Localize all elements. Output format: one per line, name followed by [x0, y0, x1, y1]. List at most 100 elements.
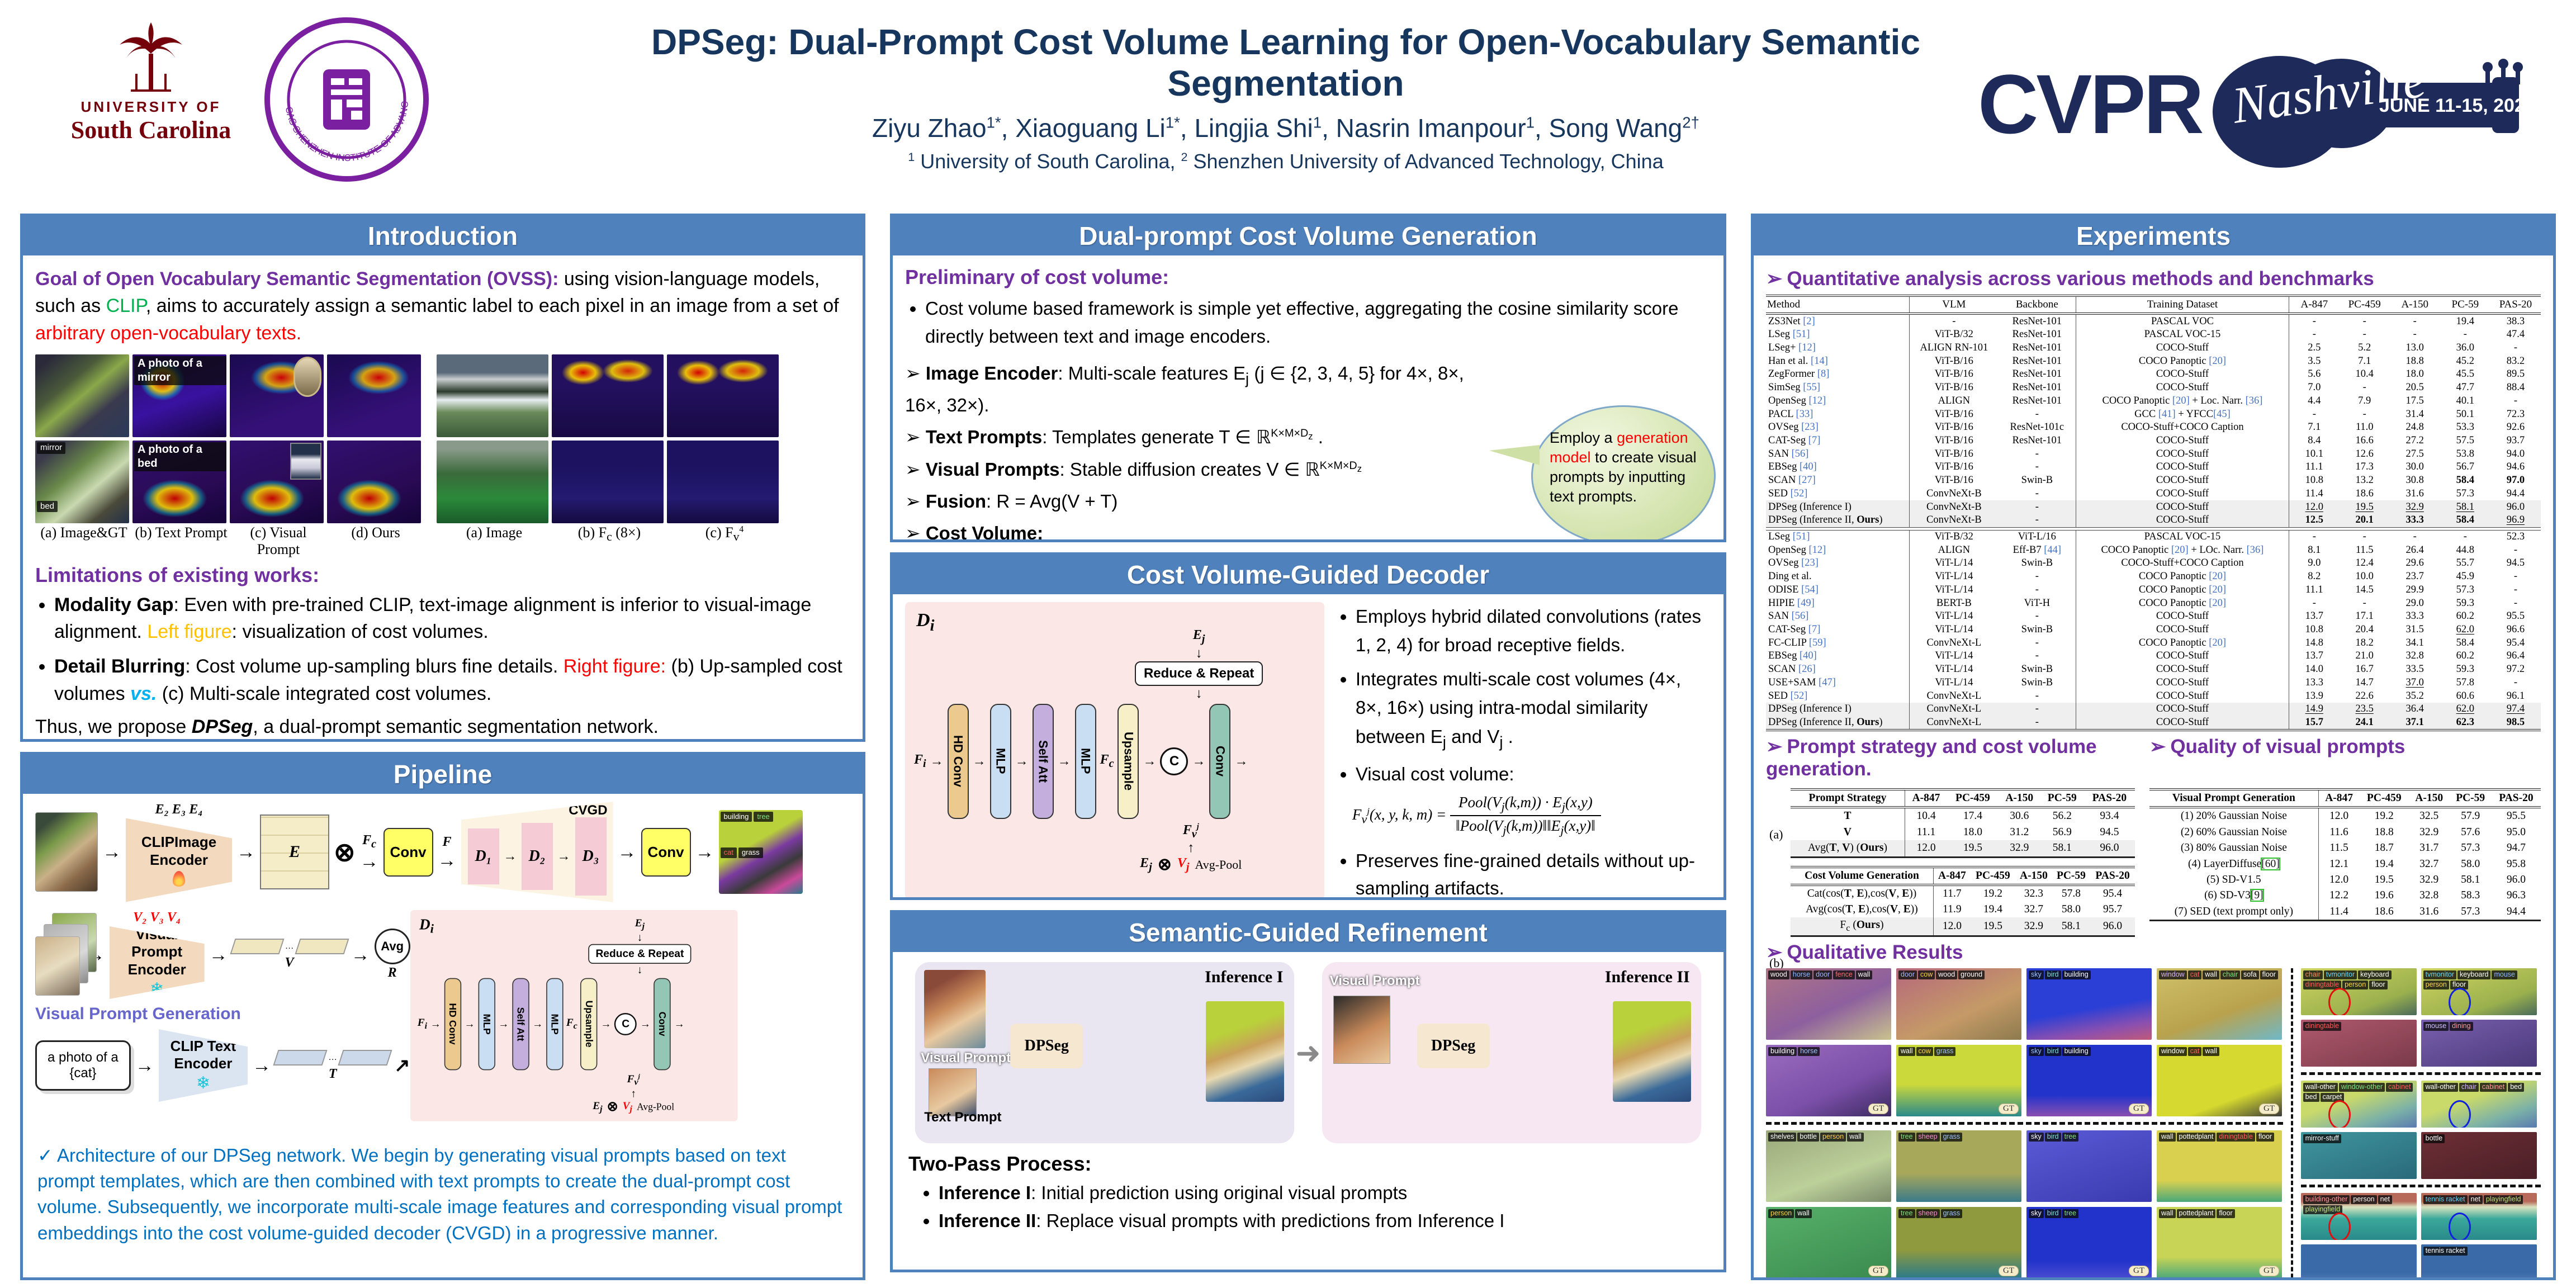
class-label-chip: playingfield	[2483, 1195, 2523, 1204]
class-label-chip: wall	[2203, 970, 2219, 979]
refinement-header: Semantic-Guided Refinement	[893, 913, 1723, 952]
table-row: ZS3Net [2] - ResNet-101 PASCAL VOC - - -19.4 38…	[1766, 314, 2541, 328]
class-label-chip: fence	[1833, 970, 1855, 979]
upsampled-cost-volume	[552, 354, 664, 437]
class-label-chip: grass	[1940, 1132, 1963, 1142]
section-dual-prompt: Dual-prompt Cost Volume Generation Preli…	[890, 214, 1726, 542]
cost-volume-label: Fc	[362, 833, 376, 850]
fusion-item: ➢ Fusion: R = Avg(V + T)	[905, 490, 1118, 512]
segmentation-tile: wall pottedplant floor GT	[2157, 1206, 2282, 1277]
decoder-d3: D₃	[575, 817, 607, 896]
conv-block: Conv	[641, 827, 691, 877]
limitation-detail-blurring: Detail Blurring: Cost volume up-sampling…	[54, 653, 850, 707]
experiments-header: Experiments	[1754, 216, 2553, 255]
table-row: DPSeg (Inference I) ConvNeXt-B - COCO-Stuff…	[1766, 500, 2541, 514]
class-label-chip: cabinet	[2386, 1082, 2413, 1092]
text-prompts-item: ➢ Text Prompts: Templates generate T ∈ ℝ…	[905, 427, 1323, 448]
class-label-chip: shelves	[1768, 1132, 1797, 1142]
class-label-chip: dining	[2450, 1021, 2473, 1031]
prompt-strategy-table: Prompt Strategy A-847 PC-459 A-150 PC-59 PAS-…	[1791, 788, 2135, 858]
class-label-chip: bird	[2044, 1209, 2061, 1218]
segmentation-tile: mirror-stuff	[2300, 1131, 2417, 1179]
table-row: SimSeg [55] ViT-B/16 ResNet-101 COCO-Stuff 7…	[1766, 381, 2541, 395]
segmentation-tile: tvmonitor keyboard mouse person floor	[2421, 968, 2537, 1015]
dpseg-box: DPSeg	[1010, 1024, 1083, 1068]
guitar-icon: Nashville JUNE 11-15, 2025	[2213, 50, 2526, 168]
gt-badge: GT	[2129, 1265, 2149, 1276]
decoder-bullets: Employs hybrid dilated convolutions (rat…	[1336, 602, 1711, 897]
title-block: DPSeg: Dual-Prompt Cost Volume Learning …	[643, 21, 1929, 173]
class-label-chip: ground	[1958, 970, 1985, 979]
class-label-chip: net	[2378, 1195, 2393, 1204]
class-label-chip: person	[1820, 1132, 1846, 1142]
pipeline-prompt-branch: → V₂ V₃ V₄ Visual Prompt Encoder❄ → …V →…	[35, 910, 410, 1174]
generation-model-callout: Employ a generation model to create visu…	[1489, 405, 1716, 539]
hd-conv-pill: HD Conv	[444, 978, 461, 1071]
inference-2-result	[1612, 1001, 1691, 1102]
visual-features-label: V₂ V₃ V₄	[133, 910, 181, 925]
class-label-chip: building-other	[2303, 1195, 2350, 1204]
table-row: USE+SAM [47] ViT-L/14 Swin-B COCO-Stuff 13.3…	[1766, 676, 2541, 690]
author: Lingjia Shi1	[1194, 113, 1322, 143]
conv-block: Conv	[383, 827, 433, 877]
visual-prompt-generation-label: Visual Prompt Generation	[35, 1005, 241, 1023]
class-label-chip: bird	[2044, 1132, 2061, 1142]
table-row: LSeg [51] ViT-B/32 ResNet-101 PASCAL VOC-15…	[1766, 328, 2541, 342]
avg-node: Avg	[374, 929, 410, 964]
segmentation-tile: person wall GT	[1766, 1206, 1891, 1277]
segmentation-tile: tree sheep grass	[1896, 1130, 2021, 1202]
gt-badge: GT	[1868, 1103, 1888, 1114]
segmentation-tile: sky bird tree	[2026, 1130, 2152, 1202]
gt-badge: GT	[2259, 1103, 2279, 1114]
table-row: OpenSeg [12] ALIGN Eff-B7 [44] COCO Panopti…	[1766, 543, 2541, 557]
authors: Ziyu Zhao1*, Xiaoguang Li1*, Lingjia Shi…	[872, 113, 1699, 143]
segmentation-tile: wall pottedplant diningtable floor	[2157, 1130, 2282, 1202]
table-row: DPSeg (Inference I) ConvNeXt-L - COCO-Stuff…	[1766, 702, 2541, 716]
segmentation-tile: wall-other chair cabinet bed	[2421, 1080, 2537, 1128]
mirror-tag: mirror	[37, 442, 66, 454]
arrow-icon: →	[617, 841, 637, 863]
segmentation-tile: sky bird building GT	[2026, 1044, 2152, 1116]
mlp-pill: MLP	[989, 703, 1011, 819]
fig-right-captions: (a) Image (b) Fc (8×) (c) Fv4	[466, 524, 744, 543]
table-row: SAN [56] ViT-B/16- COCO-Stuff 10.1 12.6 27.5 5…	[1766, 447, 2541, 461]
decoder-diagram-wrap: Di Ej ↓ Reduce & Repeat ↓ Fi → HD Conv → MLP →…	[905, 602, 1324, 897]
red-highlight-circle	[2328, 988, 2351, 1015]
class-label-chip: tree	[2062, 1209, 2079, 1218]
cost-volume-dark-1	[552, 440, 664, 523]
class-label-chip: tvmonitor	[2323, 970, 2357, 979]
mirror-inset	[293, 356, 321, 397]
decoder-d2: D₂	[521, 823, 553, 890]
text-prompt-card: a photo of a {cat}	[35, 1040, 131, 1091]
qualitative-left-grid: wood horse door fence wall door cow wood ground s…	[1766, 968, 2283, 1277]
introduction-header: Introduction	[23, 216, 863, 255]
table-row: (6) SD-V3[9] 12.2 19.6 32.8 58.3 96.3	[2149, 888, 2541, 904]
class-label-chip: wall	[1855, 970, 1873, 979]
class-label-chip: window	[2159, 970, 2187, 979]
t-label: T	[328, 1066, 337, 1081]
class-label-chip: bed	[2508, 1082, 2525, 1092]
arrow-icon: →	[437, 849, 457, 871]
fire-icon	[173, 870, 185, 887]
table-row: DPSeg (Inference II, Ours) ConvNeXt-B - COC…	[1766, 513, 2541, 527]
segmentation-tile: wood horse door fence wall	[1766, 968, 1891, 1040]
cvgd-label: CVGD	[569, 803, 608, 818]
pipeline-diagram: → E₂ E₃ E₄ CLIPImage Encoder → E ⊗ Fc → C…	[35, 802, 850, 1136]
pipeline-body: → E₂ E₃ E₄ CLIPImage Encoder → E ⊗ Fc → C…	[23, 794, 863, 1277]
decoder-d1: D₁	[467, 828, 499, 884]
dashed-separator	[2300, 1184, 2541, 1187]
class-label-chip: wood	[1768, 970, 1789, 979]
visual-prompt-quality-table-wrap: Visual Prompt Generation A-847 PC-459 A-150…	[2149, 788, 2541, 937]
author: Song Wang2†	[1549, 113, 1699, 143]
ovss-goal-paragraph: Goal of Open Vocabulary Semantic Segment…	[35, 268, 839, 344]
table-row: CAT-Seg [7] ViT-B/16 ResNet-101 COCO-Stuff 8…	[1766, 434, 2541, 448]
arrow-icon: →	[102, 841, 121, 863]
visual-prompt-heatmap-2	[230, 440, 324, 523]
table-row: SCAN [26] ViT-L/14 Swin-B COCO-Stuff 14.0 16.…	[1766, 662, 2541, 676]
decoder-body: Di Ej ↓ Reduce & Repeat ↓ Fi → HD Conv → MLP →…	[893, 594, 1723, 897]
class-label-chip: tennis racket	[2423, 1195, 2468, 1204]
class-label-chip: door	[1813, 970, 1832, 979]
clip-text-encoder: CLIP Text Encoder ❄	[158, 1029, 248, 1102]
class-label-chip: tennis racket	[2423, 1246, 2468, 1256]
